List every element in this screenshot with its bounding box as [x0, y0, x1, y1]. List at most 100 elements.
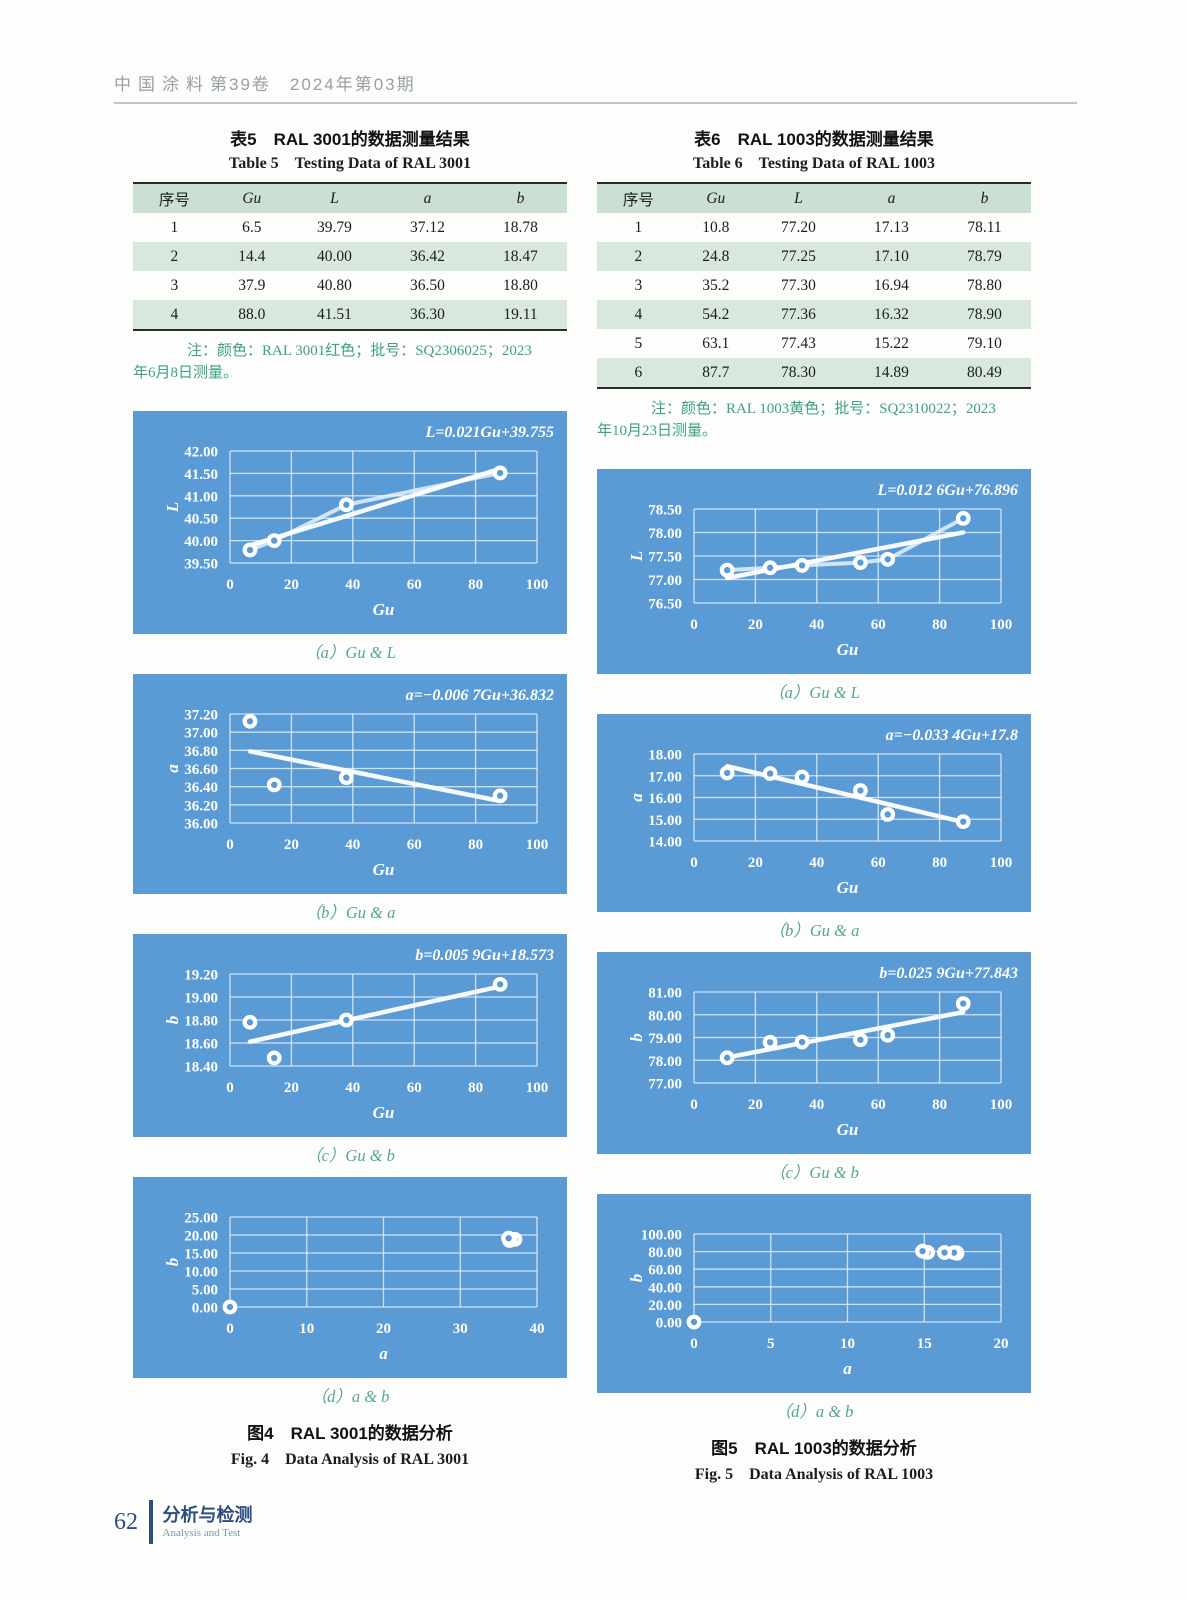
table-cell: 36.50 — [410, 276, 445, 294]
y-tick-label: 77.00 — [648, 573, 682, 589]
col-header: 序号 — [622, 191, 654, 209]
table-cell: 37.12 — [410, 218, 445, 236]
y-tick-label: 79.00 — [648, 1031, 682, 1047]
y-tick-label: 36.80 — [184, 744, 218, 760]
chart-caption-d2: （d）a & b — [774, 1402, 854, 1421]
x-tick-label: 100 — [990, 1097, 1013, 1113]
x-tick-label: 20 — [748, 617, 763, 633]
chart-svg: 14.00 15.00 16.00 17.00 18.00 0 20 40 60 80 100 Gu a… — [627, 727, 1018, 897]
x-tick-label: 0 — [226, 1080, 234, 1096]
table-cell: 2 — [170, 247, 179, 265]
x-tick-label: 100 — [526, 837, 549, 853]
chart-svg: 39.50 40.00 40.50 41.00 41.50 42.00 0 20 40 60 80 1… — [163, 424, 554, 619]
x-tick-label: 0 — [690, 1336, 698, 1352]
y-axis-title: L — [627, 551, 646, 562]
figure5-caption-cn: 图5 RAL 1003的数据分析 — [711, 1439, 917, 1458]
chart-ral1003-gu-b: 77.00 78.00 79.00 80.00 81.00 0 20 40 60 80 100 Gu b… — [597, 952, 1031, 1154]
col-header: b — [516, 189, 525, 207]
data-point — [501, 1230, 517, 1246]
table-cell: 1 — [634, 218, 643, 236]
table-cell: 36.42 — [410, 247, 445, 265]
data-point — [492, 788, 508, 804]
y-tick-label: 41.00 — [184, 489, 218, 505]
trend-line — [247, 466, 503, 548]
y-tick-label: 60.00 — [648, 1263, 682, 1279]
table-cell: 77.36 — [781, 305, 816, 323]
table-cell: 77.43 — [781, 334, 816, 352]
y-tick-label: 40.50 — [184, 512, 218, 528]
x-tick-label: 20 — [284, 577, 299, 593]
y-tick-label: 36.60 — [184, 762, 218, 778]
table-cell: 36.30 — [410, 305, 445, 323]
trend-line — [724, 530, 966, 581]
x-tick-label: 60 — [871, 1097, 886, 1113]
y-tick-label: 0.00 — [656, 1316, 682, 1332]
data-point — [492, 976, 508, 992]
table-cell: 88.0 — [238, 305, 266, 323]
data-point — [242, 713, 258, 729]
x-tick-label: 40 — [345, 1080, 360, 1096]
data-point — [266, 777, 282, 793]
x-axis-title: Gu — [373, 1103, 395, 1122]
footer-divider — [149, 1500, 153, 1544]
x-tick-label: 40 — [345, 577, 360, 593]
data-point — [937, 1245, 952, 1260]
chart-svg: 0.00 5.00 10.00 15.00 20.00 25.00 0 10 20 30 40 a b — [163, 1211, 545, 1364]
y-tick-label: 19.00 — [184, 991, 218, 1007]
y-axis-title: b — [163, 1016, 182, 1025]
trend-line — [724, 1009, 966, 1060]
x-tick-label: 15 — [917, 1336, 932, 1352]
chart-caption-b2: （b）Gu & a — [768, 921, 860, 940]
trend-line — [724, 763, 966, 825]
footer-section-en: Analysis and Test — [162, 1527, 241, 1539]
y-axis-title: a — [163, 764, 182, 773]
page-footer: 62 分析与检测 Analysis and Test — [114, 1500, 253, 1544]
data-point — [794, 769, 810, 785]
x-axis-title: Gu — [373, 600, 395, 619]
data-point — [762, 766, 778, 781]
x-tick-label: 40 — [809, 855, 824, 871]
y-tick-label: 37.20 — [184, 708, 218, 724]
table-cell: 16.32 — [874, 305, 909, 323]
col-header: 序号 — [158, 191, 190, 209]
table-cell: 1 — [170, 218, 179, 236]
x-tick-label: 100 — [526, 1080, 549, 1096]
chart-caption-a2: （a）Gu & L — [768, 683, 860, 702]
y-tick-label: 5.00 — [192, 1283, 218, 1299]
table-cell: 78.80 — [967, 276, 1002, 294]
table5-note-line2: 年6月8日测量。 — [133, 365, 239, 381]
trend-line — [247, 984, 503, 1044]
data-point — [955, 996, 971, 1012]
table-cell: 15.22 — [874, 334, 909, 352]
table-row: 3 35.2 77.30 16.94 78.80 — [597, 271, 1031, 300]
x-tick-label: 20 — [994, 1336, 1009, 1352]
y-tick-label: 36.00 — [184, 817, 218, 833]
y-tick-label: 39.50 — [184, 557, 218, 573]
y-tick-label: 20.00 — [184, 1229, 218, 1245]
data-point — [719, 562, 735, 578]
col-header: L — [330, 189, 339, 207]
issue-info: 第39卷 2024年第03期 — [210, 75, 416, 94]
trend-equation: a=−0.033 4Gu+17.8 — [886, 727, 1018, 744]
data-point — [794, 1034, 810, 1050]
x-axis-title: a — [843, 1359, 852, 1378]
col-header: Gu — [706, 189, 726, 207]
table-cell: 63.1 — [702, 334, 730, 352]
y-tick-label: 42.00 — [184, 445, 218, 461]
chart-svg: 18.40 18.60 18.80 19.00 19.20 0 20 40 60 80 100 Gu b… — [163, 947, 554, 1122]
figure4-caption-cn: 图4 RAL 3001的数据分析 — [247, 1424, 453, 1443]
y-tick-label: 15.00 — [184, 1247, 218, 1263]
data-point — [719, 765, 735, 781]
table-cell: 17.10 — [874, 247, 909, 265]
chart-svg: 77.00 78.00 79.00 80.00 81.00 0 20 40 60 80 100 Gu b… — [627, 965, 1018, 1139]
table-cell: 4 — [634, 305, 643, 323]
x-tick-label: 0 — [226, 837, 234, 853]
col-header: L — [794, 189, 803, 207]
table5-note: 注：颜色：RAL 3001红色；批号：SQ2306025；2023 年6月8日测… — [133, 340, 567, 384]
data-point — [955, 814, 971, 830]
x-tick-label: 80 — [932, 1097, 947, 1113]
y-tick-label: 0.00 — [192, 1301, 218, 1317]
